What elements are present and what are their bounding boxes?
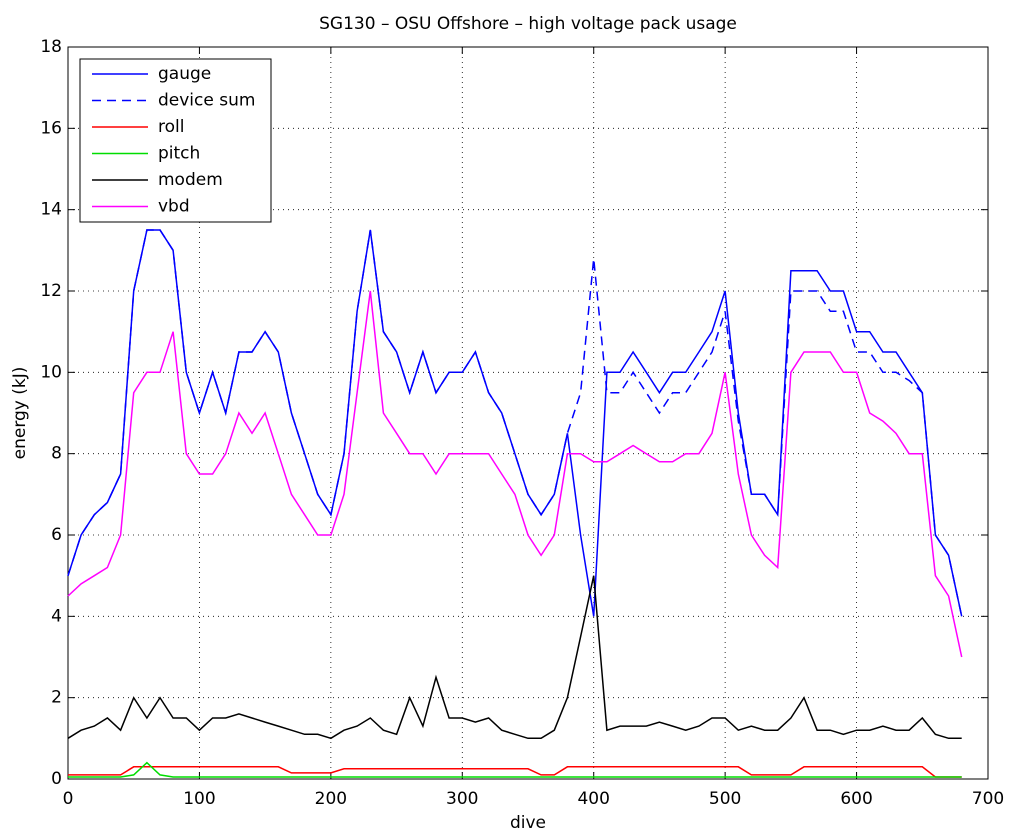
y-tick-label: 10 xyxy=(40,362,62,382)
series-line xyxy=(68,761,962,778)
legend-label: vbd xyxy=(158,197,190,217)
legend-label: gauge xyxy=(158,64,211,84)
chart-title: SG130 – OSU Offshore – high voltage pack… xyxy=(319,14,737,34)
x-tick-label: 700 xyxy=(972,789,1004,809)
y-tick-label: 12 xyxy=(40,281,62,301)
legend-label: modem xyxy=(158,170,223,190)
y-tick-label: 8 xyxy=(51,444,62,464)
legend-label: roll xyxy=(158,117,184,137)
y-tick-label: 16 xyxy=(40,118,62,138)
x-tick-label: 300 xyxy=(446,789,478,809)
x-tick-label: 400 xyxy=(577,789,609,809)
x-axis-label: dive xyxy=(510,813,546,833)
x-tick-label: 500 xyxy=(709,789,741,809)
y-tick-label: 0 xyxy=(51,769,62,789)
y-tick-label: 6 xyxy=(51,525,62,545)
x-tick-label: 200 xyxy=(315,789,347,809)
series-line xyxy=(67,229,963,617)
y-axis-label: energy (kJ) xyxy=(10,367,30,460)
x-tick-label: 600 xyxy=(840,789,872,809)
y-tick-label: 2 xyxy=(51,688,62,708)
y-tick-label: 14 xyxy=(40,200,62,220)
series-line xyxy=(68,766,962,778)
legend-label: pitch xyxy=(158,144,200,164)
legend-label: device sum xyxy=(158,91,255,111)
x-tick-label: 0 xyxy=(63,789,74,809)
x-tick-label: 100 xyxy=(183,789,215,809)
y-tick-label: 4 xyxy=(51,606,62,626)
series-line xyxy=(67,290,963,658)
y-tick-label: 18 xyxy=(40,37,62,57)
legend-box xyxy=(79,58,272,223)
series-line xyxy=(67,575,962,740)
